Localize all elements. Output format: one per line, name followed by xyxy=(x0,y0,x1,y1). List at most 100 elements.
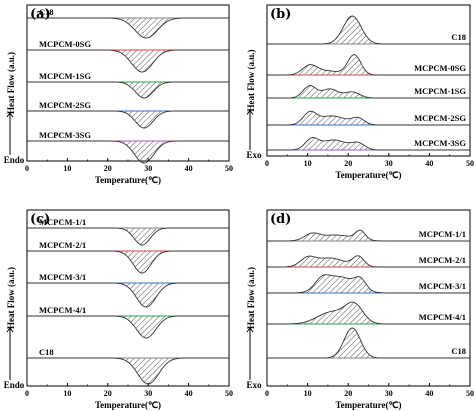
x-tick-label: 20 xyxy=(344,389,352,398)
x-tick-label: 10 xyxy=(63,164,71,173)
peak-fill xyxy=(267,16,470,44)
curve-line xyxy=(267,110,470,126)
x-tick-label: 30 xyxy=(385,159,393,168)
peak-fill xyxy=(267,54,470,75)
curve-line xyxy=(267,54,470,76)
direction-label: Endo xyxy=(4,155,25,165)
x-tick-label: 0 xyxy=(25,164,29,173)
series-label: MCPCM-2SG xyxy=(39,100,91,110)
curve-line xyxy=(267,327,470,359)
panel-letter: (d) xyxy=(270,212,291,227)
curve-line xyxy=(267,274,470,294)
series-label: MCPCM-4/1 xyxy=(419,312,466,322)
x-tick-label: 0 xyxy=(25,389,29,398)
plot-frame xyxy=(266,4,471,157)
x-tick-label: 0 xyxy=(265,389,269,398)
x-axis-title: Temperature(℃) xyxy=(95,175,161,185)
y-axis-arrow-head xyxy=(246,109,254,115)
series-label: MCPCM-3/1 xyxy=(419,281,466,291)
chart-panel-3: (d) 0 10 20 30 40 50 Temperature(℃) Heat Flow (a… xyxy=(246,209,474,410)
peak-fill xyxy=(267,274,470,293)
x-tick-label: 10 xyxy=(304,159,312,168)
series-label: MCPCM-0SG xyxy=(39,39,91,49)
peak-fill xyxy=(27,18,229,38)
peak-fill xyxy=(27,141,229,163)
panel-letter: (c) xyxy=(30,212,50,227)
series-label: C18 xyxy=(39,347,54,357)
series-label: MCPCM-2SG xyxy=(414,113,466,123)
direction-label: Exo xyxy=(246,150,262,160)
curve-line xyxy=(27,315,229,339)
series-label: C18 xyxy=(451,346,466,356)
x-tick-label: 50 xyxy=(225,389,233,398)
y-axis-title: Heat Flow (a.u.) xyxy=(246,50,256,112)
x-tick-label: 20 xyxy=(104,389,112,398)
curve-line xyxy=(27,227,229,246)
x-tick-label: 50 xyxy=(466,389,474,398)
peak-fill xyxy=(27,82,229,98)
curve-line xyxy=(27,49,229,73)
x-tick-label: 10 xyxy=(63,389,71,398)
curve-line xyxy=(27,250,229,274)
x-tick-label: 30 xyxy=(385,389,393,398)
curve-line xyxy=(27,81,229,99)
curve-line xyxy=(27,17,229,39)
x-tick-label: 40 xyxy=(425,159,433,168)
peak-fill xyxy=(267,302,470,324)
series-label: MCPCM-3SG xyxy=(39,130,91,140)
curve-line xyxy=(267,85,470,99)
curve-line xyxy=(267,255,470,268)
x-axis-title: Temperature(℃) xyxy=(335,400,401,410)
peak-fill xyxy=(267,137,470,150)
curve-line xyxy=(27,140,229,164)
series-label: C18 xyxy=(451,32,466,42)
direction-label: Exo xyxy=(246,380,262,390)
series-label: MCPCM-2/1 xyxy=(39,240,86,250)
peak-fill xyxy=(267,230,470,241)
curve-line xyxy=(267,301,470,325)
series-label: MCPCM-3/1 xyxy=(39,272,86,282)
peak-fill xyxy=(27,111,229,128)
series-label: MCPCM-1SG xyxy=(414,86,466,96)
curve-line xyxy=(267,15,470,45)
peak-fill xyxy=(267,85,470,98)
curve-line xyxy=(27,110,229,129)
x-axis-title: Temperature(℃) xyxy=(95,400,161,410)
x-tick-label: 50 xyxy=(225,164,233,173)
chart-panel-1: (b) 0 10 20 30 40 50 Temperature(℃) Heat Flow (a… xyxy=(246,4,474,180)
x-tick-label: 30 xyxy=(144,389,152,398)
curve-line xyxy=(267,137,470,151)
y-axis-title: Heat Flow (a.u.) xyxy=(6,267,16,329)
series-label: MCPCM-1/1 xyxy=(39,217,86,227)
y-axis-title: Heat Flow (a.u.) xyxy=(246,267,256,329)
x-tick-label: 40 xyxy=(185,164,193,173)
peak-fill xyxy=(27,50,229,72)
direction-label: Endo xyxy=(4,380,25,390)
series-label: MCPCM-1SG xyxy=(39,71,91,81)
x-tick-label: 40 xyxy=(185,389,193,398)
peak-fill xyxy=(267,255,470,267)
y-axis-arrow-head xyxy=(6,112,14,118)
x-tick-label: 30 xyxy=(144,164,152,173)
series-label: MCPCM-2/1 xyxy=(419,255,466,265)
x-tick-label: 0 xyxy=(265,159,269,168)
x-tick-label: 50 xyxy=(466,159,474,168)
chart-panel-2: (c) 0 10 20 30 40 50 Temperature(℃) Heat Flow (a… xyxy=(4,209,233,410)
y-axis-arrow-head xyxy=(6,327,14,333)
x-tick-label: 20 xyxy=(344,159,352,168)
series-label: C18 xyxy=(39,7,54,17)
y-axis-arrow-head xyxy=(246,327,254,333)
x-tick-label: 10 xyxy=(304,389,312,398)
curve-line xyxy=(27,357,229,385)
curve-line xyxy=(27,282,229,308)
x-tick-label: 40 xyxy=(425,389,433,398)
y-axis-title: Heat Flow (a.u.) xyxy=(6,52,16,114)
panel-letter: (b) xyxy=(270,7,291,22)
series-label: MCPCM-3SG xyxy=(414,138,466,148)
x-axis-title: Temperature(℃) xyxy=(335,170,401,180)
x-tick-label: 20 xyxy=(104,164,112,173)
series-label: MCPCM-0SG xyxy=(414,63,466,73)
curve-line xyxy=(267,229,470,242)
